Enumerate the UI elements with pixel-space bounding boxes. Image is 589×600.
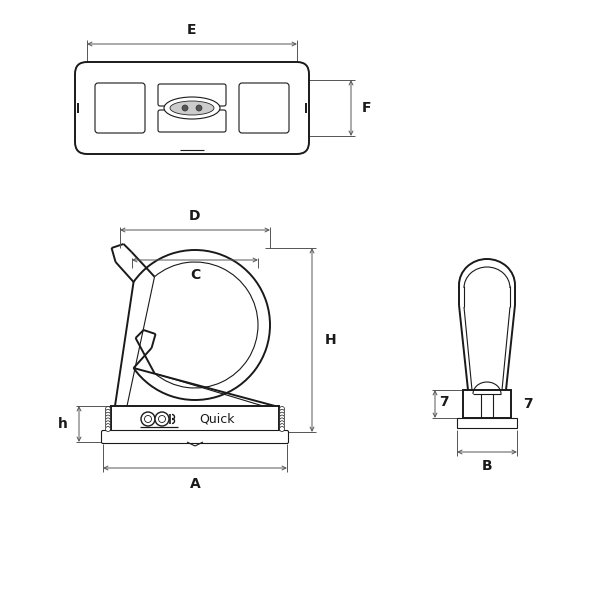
Text: D: D xyxy=(189,209,201,223)
Circle shape xyxy=(155,412,169,426)
Text: Quick: Quick xyxy=(199,413,235,425)
FancyBboxPatch shape xyxy=(95,83,145,133)
Circle shape xyxy=(105,424,111,428)
Text: 7: 7 xyxy=(523,397,532,411)
Circle shape xyxy=(105,412,111,417)
Circle shape xyxy=(280,412,284,417)
Bar xyxy=(457,418,517,428)
Circle shape xyxy=(144,415,151,422)
Circle shape xyxy=(105,418,111,423)
Circle shape xyxy=(158,415,166,422)
Circle shape xyxy=(280,421,284,426)
Circle shape xyxy=(105,409,111,415)
Circle shape xyxy=(196,105,202,111)
FancyBboxPatch shape xyxy=(158,110,226,132)
Bar xyxy=(463,390,511,418)
Circle shape xyxy=(105,415,111,420)
Text: C: C xyxy=(190,268,200,282)
FancyBboxPatch shape xyxy=(75,62,309,154)
Circle shape xyxy=(105,421,111,426)
Text: B: B xyxy=(482,459,492,473)
Circle shape xyxy=(182,105,188,111)
FancyBboxPatch shape xyxy=(101,431,289,443)
Text: H: H xyxy=(325,333,337,347)
Text: F: F xyxy=(362,101,372,115)
Circle shape xyxy=(105,427,111,431)
Ellipse shape xyxy=(170,101,214,115)
Text: A: A xyxy=(190,477,200,491)
Circle shape xyxy=(280,409,284,415)
Circle shape xyxy=(280,424,284,428)
Circle shape xyxy=(280,407,284,412)
FancyBboxPatch shape xyxy=(158,84,226,106)
Circle shape xyxy=(280,415,284,420)
FancyBboxPatch shape xyxy=(239,83,289,133)
Ellipse shape xyxy=(164,97,220,119)
Circle shape xyxy=(141,412,155,426)
Text: 7: 7 xyxy=(439,395,449,409)
Bar xyxy=(111,406,279,432)
Text: E: E xyxy=(187,23,197,37)
Circle shape xyxy=(280,418,284,423)
Circle shape xyxy=(280,427,284,431)
Text: h: h xyxy=(58,417,68,431)
Circle shape xyxy=(105,407,111,412)
